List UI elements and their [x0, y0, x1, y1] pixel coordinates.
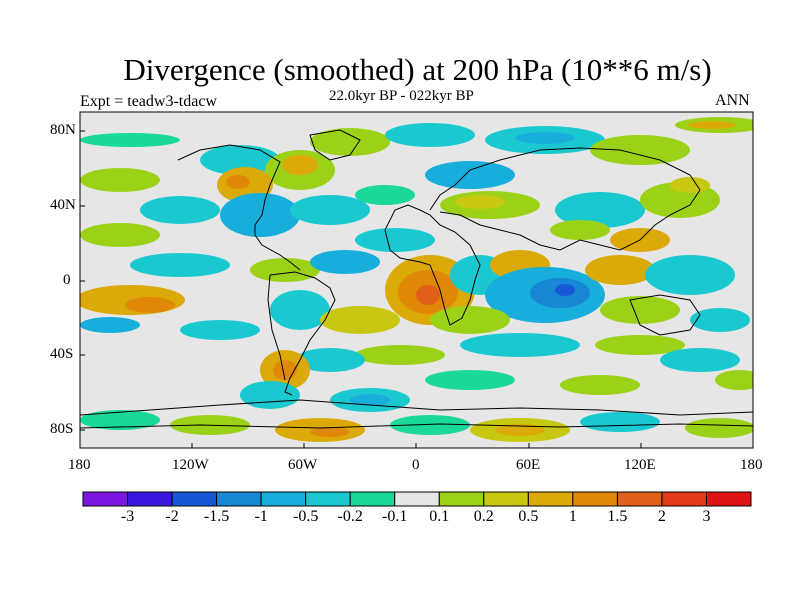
colorbar-tick-label: -0.2: [337, 508, 363, 525]
colorbar-tick-label: -0.5: [292, 508, 319, 525]
lon-label-120w: 120W: [172, 457, 209, 473]
colorbar-tick-label: 0.1: [429, 508, 450, 525]
colorbar-swatch: [438, 491, 485, 507]
colorbar-swatch: [572, 491, 618, 507]
experiment-label: Expt = teadw3-tdacw: [80, 93, 217, 110]
colorbar-swatch: [171, 491, 218, 507]
axis-ticks: [79, 130, 754, 448]
colorbar-tick-label: 2: [657, 508, 666, 525]
lat-label-80s: 80S: [50, 421, 74, 437]
period-subtitle: 22.0kyr BP - 022kyr BP: [329, 88, 474, 104]
colorbar-swatch: [616, 491, 663, 507]
lat-label-0: 0: [63, 272, 71, 288]
colorbar-tick-label: 1.5: [607, 508, 628, 525]
lat-label-40s: 40S: [50, 346, 74, 362]
colorbar-tick-label: 0.5: [518, 508, 539, 525]
colorbar-swatch: [349, 491, 396, 507]
colorbar-swatch: [305, 491, 351, 507]
coastlines: [80, 129, 753, 429]
lon-label-180e: 180: [740, 457, 763, 473]
divergence-field: [80, 117, 753, 442]
colorbar-swatch: [705, 491, 752, 507]
lon-label-60e: 60E: [516, 457, 541, 473]
colorbar-swatch: [394, 491, 440, 507]
colorbar-tick-label: -1: [254, 508, 268, 525]
chart-title: Divergence (smoothed) at 200 hPa (10**6 …: [123, 52, 712, 87]
colorbar-swatch: [661, 491, 707, 507]
colorbar-swatch: [82, 491, 129, 507]
lon-label-60w: 60W: [288, 457, 318, 473]
colorbar-tick-label: -3: [120, 508, 135, 525]
colorbar-tick-label: 0.2: [473, 508, 494, 525]
lon-label-120e: 120E: [624, 457, 656, 473]
colorbar-swatch: [127, 491, 173, 507]
colorbar-tick-label: -0.1: [382, 508, 408, 525]
colorbar-tick-label: -2: [165, 508, 179, 525]
colorbar-swatch: [216, 491, 262, 507]
colorbar-swatch: [260, 491, 307, 507]
colorbar-tick-label: 3: [702, 508, 711, 525]
season-label: ANN: [715, 92, 750, 109]
lon-label-180w: 180: [68, 457, 91, 473]
lat-label-40n: 40N: [50, 197, 76, 213]
colorbar-swatch: [527, 491, 574, 507]
lon-label-0: 0: [412, 457, 420, 473]
lat-label-80n: 80N: [50, 122, 76, 138]
colorbar-swatch: [483, 491, 529, 507]
colorbar-tick-label: 1: [568, 508, 577, 525]
colorbar: [82, 491, 752, 507]
colorbar-tick-label: -1.5: [203, 508, 230, 525]
